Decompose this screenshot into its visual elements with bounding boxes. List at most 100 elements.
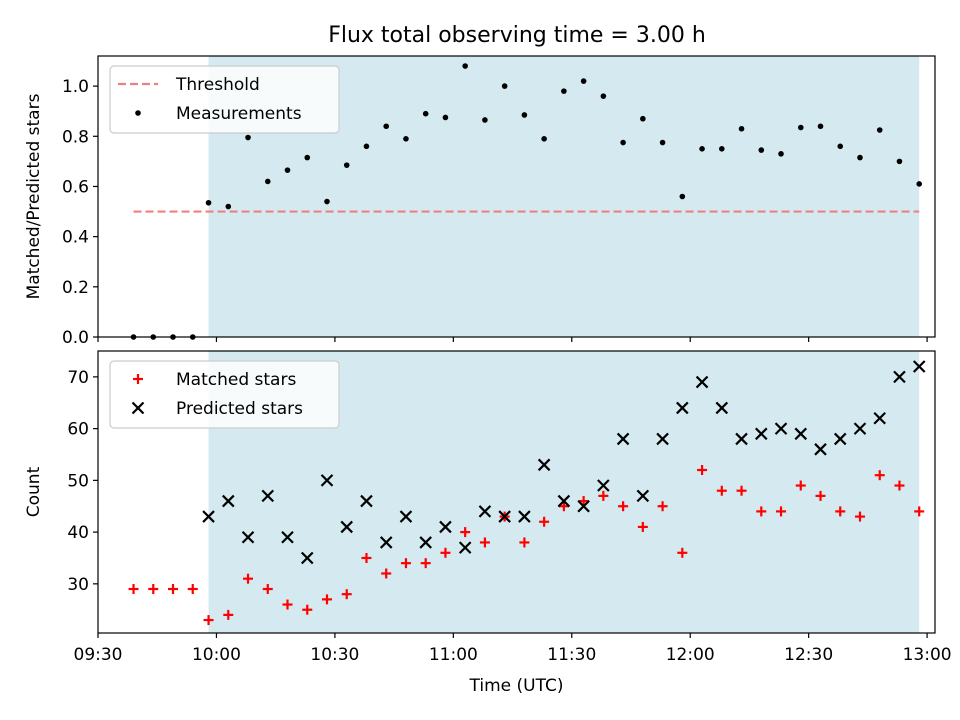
legend-label: Measurements — [176, 104, 302, 124]
x-tick-label: 11:30 — [547, 645, 596, 665]
measurements-point — [561, 88, 567, 94]
predicted-stars-point — [478, 505, 492, 518]
measurements-point — [482, 117, 488, 123]
predicted-stars-point — [379, 536, 393, 549]
matched-stars-point — [519, 537, 530, 548]
predicted-stars-point — [755, 427, 768, 441]
matched-stars-point — [128, 584, 139, 595]
predicted-stars-point — [300, 551, 314, 565]
measurements-point — [659, 139, 666, 146]
matched-stars-point — [894, 480, 905, 491]
matched-stars-point — [148, 584, 159, 595]
matched-stars-point — [697, 465, 708, 476]
predicted-stars-point — [853, 422, 867, 435]
matched-stars-point — [756, 506, 767, 517]
measurements-point — [797, 124, 804, 131]
measurements-point — [876, 127, 883, 133]
predicted-stars-point — [320, 474, 334, 487]
predicted-stars-point — [261, 489, 275, 503]
matched-stars-point — [657, 501, 668, 512]
measurements-point — [521, 112, 528, 118]
measurements-point — [264, 178, 271, 185]
predicted-stars-point — [439, 520, 452, 534]
y-tick-label: 50 — [67, 471, 89, 491]
measurements-point — [403, 135, 409, 142]
x-axis-label: Time (UTC) — [469, 676, 564, 696]
predicted-stars-point — [202, 510, 215, 523]
measurements-point — [284, 167, 291, 173]
measurements-point — [363, 143, 370, 150]
matched-stars-point — [420, 558, 431, 569]
y-axis-label: Count — [24, 466, 44, 517]
matched-stars-point — [243, 573, 254, 584]
predicted-stars-point — [616, 432, 630, 446]
matched-stars-point — [914, 506, 925, 517]
chart-title: Flux total observing time = 3.00 h — [328, 23, 706, 48]
bottom-panel: 30 40 50 60 70 09:30 10:00 10:30 11:00 11:30 12:00… — [24, 350, 952, 696]
matched-stars-point — [440, 547, 451, 558]
predicted-stars-point — [656, 432, 669, 446]
measurements-point — [580, 78, 587, 84]
predicted-stars-point — [814, 443, 827, 456]
measurements-point — [304, 154, 311, 161]
predicted-stars-point — [241, 530, 255, 544]
y-tick-label: 0.4 — [62, 228, 89, 248]
y-axis-label: Matched/Predicted stars — [24, 93, 44, 299]
y-tick-label: 70 — [67, 368, 89, 388]
y-tick-label: 0.6 — [62, 177, 89, 197]
y-tick-label: 0.8 — [62, 127, 89, 147]
matched-stars-point — [168, 584, 179, 595]
measurements-point — [916, 181, 923, 187]
matched-stars-point — [203, 615, 214, 626]
predicted-stars-point — [537, 458, 551, 472]
predicted-stars-point — [794, 427, 808, 441]
measurements-point — [422, 110, 429, 117]
bottom-axes-frame — [97, 350, 936, 634]
y-tick-label: 40 — [67, 523, 89, 543]
measurements-point — [541, 135, 547, 142]
matched-stars-point — [262, 584, 273, 595]
measurements-point — [699, 146, 705, 152]
matched-stars-point — [223, 609, 234, 620]
measurements-point — [343, 162, 350, 168]
predicted-stars-point — [912, 360, 926, 373]
x-tick-label: 13:00 — [903, 645, 952, 665]
matched-stars-point — [854, 511, 865, 522]
legend-marker — [135, 110, 141, 116]
matched-stars-point — [282, 599, 293, 610]
matched-stars-point — [637, 521, 648, 532]
predicted-stars-point — [419, 536, 432, 549]
predicted-stars-point — [695, 375, 709, 389]
matched-stars-point — [341, 589, 352, 600]
legend-box — [109, 65, 340, 134]
matched-stars-point — [776, 506, 787, 517]
measurements-point — [837, 143, 844, 150]
x-tick-label: 11:00 — [429, 645, 478, 665]
matched-stars-point — [302, 604, 313, 615]
matched-stars-point — [381, 568, 392, 579]
measurements-point — [758, 147, 765, 153]
matched-stars-point — [187, 584, 198, 595]
matched-stars-point — [677, 547, 688, 558]
legend-marker — [131, 401, 145, 415]
measurements-point — [817, 123, 824, 130]
y-tick-label: 60 — [67, 420, 89, 440]
measurements-point — [245, 134, 251, 141]
predicted-stars-point — [557, 494, 571, 508]
y-tick-label: 30 — [67, 575, 89, 595]
matched-stars-point — [578, 496, 589, 507]
measurements-point — [383, 123, 390, 130]
measurements-point — [205, 199, 212, 206]
measurements-point — [896, 158, 903, 165]
matched-stars-point — [479, 537, 490, 548]
measurements-point — [719, 146, 725, 152]
matched-stars-point — [361, 552, 372, 563]
matched-stars-point — [400, 558, 411, 569]
legend-box — [109, 360, 340, 429]
top-legend: Threshold Measurements — [109, 65, 340, 134]
matched-stars-point — [716, 485, 727, 496]
predicted-stars-point — [735, 432, 748, 446]
predicted-stars-point — [281, 530, 294, 544]
predicted-stars-point — [399, 510, 413, 523]
matched-stars-point — [321, 594, 332, 605]
